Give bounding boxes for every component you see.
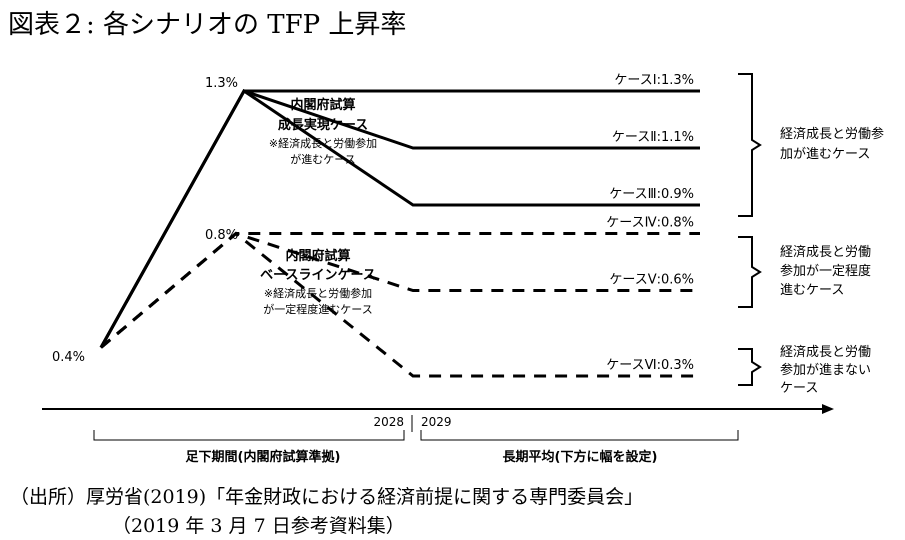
- period-label-current: 足下期間(内閣府試算準拠): [186, 449, 341, 465]
- group-2-label-line-3: 進むケース: [780, 283, 844, 298]
- group-3-label-line-2: 参加が進まない: [780, 362, 871, 378]
- case-4-line: [100, 232, 700, 349]
- case-4-label: ケースⅣ:0.8%: [606, 216, 694, 231]
- growth-scenario-note-1: ※経済成長と労働参加: [269, 136, 377, 150]
- growth-scenario-title-2: 成長実現ケース: [278, 117, 368, 133]
- group-2-label-line-2: 参加が一定程度: [780, 263, 871, 279]
- baseline-scenario-note-1: ※経済成長と労働参加: [264, 286, 372, 300]
- group-brace-3: [738, 348, 762, 386]
- baseline-scenario-title-2: ベースラインケース: [260, 268, 376, 283]
- group-2-label-line-1: 経済成長と労働: [780, 244, 871, 260]
- period-bracket-current: [93, 430, 405, 441]
- x-axis-arrowhead: [822, 404, 834, 414]
- case-5-line: [100, 231, 700, 349]
- case-1-label: ケースⅠ:1.3%: [614, 73, 694, 88]
- scenario-chart: ケースⅠ:1.3% ケースⅡ:1.1% ケースⅢ:0.9% ケースⅣ:0.8% ケースⅤ…: [42, 73, 884, 465]
- value-label-1-3: 1.3%: [205, 76, 238, 91]
- baseline-scenario-title-1: 内閣府試算: [285, 248, 350, 264]
- value-label-0-4: 0.4%: [52, 350, 85, 365]
- group-brace-1: [738, 73, 762, 217]
- growth-scenario-title-1: 内閣府試算: [290, 97, 355, 113]
- source-line-2: （2019 年 3 月 7 日参考資料集）: [112, 515, 405, 537]
- value-label-0-8: 0.8%: [205, 228, 238, 243]
- group-1-label-line-1: 経済成長と労働参: [780, 126, 884, 142]
- growth-scenario-note-2: が進むケース: [290, 152, 355, 166]
- case-6-label: ケースⅥ:0.3%: [606, 358, 694, 373]
- group-3-label-line-1: 経済成長と労働: [780, 344, 871, 360]
- x-tick-2028: 2028: [373, 415, 404, 429]
- case-2-label: ケースⅡ:1.1%: [612, 130, 694, 145]
- period-bracket-long-term: [420, 430, 739, 441]
- case-6-line: [100, 231, 700, 378]
- case-3-label: ケースⅢ:0.9%: [609, 187, 694, 202]
- case-5-label: ケースⅤ:0.6%: [609, 273, 694, 288]
- figure-title: 図表２: 各シナリオの TFP 上昇率: [8, 10, 407, 40]
- group-brace-2: [738, 236, 762, 308]
- group-1-label-line-2: 加が進むケース: [780, 147, 870, 162]
- baseline-scenario-note-2: が一定程度進むケース: [263, 302, 372, 316]
- x-tick-2029: 2029: [421, 415, 452, 429]
- case-3-line: [99, 88, 700, 349]
- source-line-1: （出所）厚労省(2019)「年金財政における経済前提に関する専門委員会」: [10, 486, 644, 508]
- period-label-long-term: 長期平均(下方に幅を設定): [503, 449, 658, 465]
- group-3-label-line-3: ケース: [780, 381, 818, 396]
